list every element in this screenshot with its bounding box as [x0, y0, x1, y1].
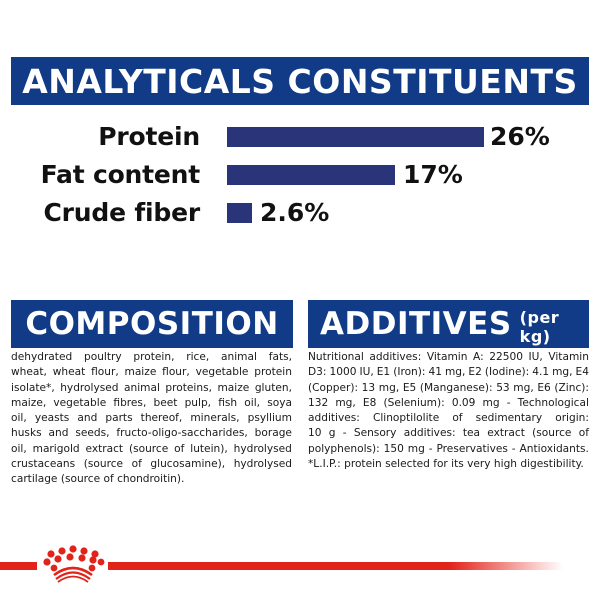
constituent-row-fiber: Crude fiber 2.6% [0, 198, 600, 228]
additives-banner: ADDITIVES (per kg) [308, 300, 589, 348]
composition-text: dehydrated poultry protein, rice, animal fats… [11, 350, 292, 488]
additives-subtitle: (per kg) [519, 308, 560, 346]
additives-line: D3: 1000 IU, E1 (Iron): 41 mg, E2 (Iodine): 4.1 mg… [308, 366, 589, 379]
constituent-bar [227, 165, 395, 185]
composition-line: oil, yeasts and parts thereof, minerals, psyll… [11, 412, 292, 425]
analytical-constituents-banner: ANALYTICALS CONSTITUENTS [11, 57, 589, 105]
constituent-label: Crude fiber [43, 198, 201, 227]
constituent-value: 26% [490, 122, 550, 151]
additives-line: 132 mg, E8 (Selenium): 0.09 mg - Technological [308, 396, 589, 409]
additives-title: ADDITIVES [320, 306, 512, 342]
composition-line: wheat, wheat flour, maize flour, vegetable pro… [11, 366, 292, 379]
composition-line: maize, vegetable fibres, beet pulp, fish oil, s… [11, 396, 292, 409]
constituent-label: Protein [98, 122, 200, 151]
analytical-constituents-title: ANALYTICALS CONSTITUENTS [22, 61, 578, 101]
additives-line: 10 g - Sensory additives: tea extract (source of [308, 427, 589, 440]
footer-red-line-right [108, 562, 563, 570]
composition-title: COMPOSITION [25, 306, 279, 342]
additives-line: *L.I.P.: protein selected for its very h… [308, 458, 584, 471]
composition-line: dehydrated poultry protein, rice, animal fats… [11, 351, 292, 363]
composition-banner: COMPOSITION [11, 300, 293, 348]
additives-line: additives: Clinoptilolite of sedimentary ori… [308, 412, 589, 425]
constituent-value: 2.6% [260, 198, 330, 227]
additives-line: (Copper): 13 mg, E5 (Manganese): 53 mg, E6 (Zinc… [308, 381, 589, 394]
composition-line: husks and seeds, fructo-oligo-saccharides, b… [11, 427, 292, 440]
composition-line: oil, marigold extract (source of lutein), hydr… [11, 442, 292, 455]
footer-red-line-left [0, 562, 37, 570]
constituent-bar [227, 203, 252, 223]
composition-line: crustaceans (source of glucosamine), hydroly… [11, 458, 292, 471]
constituent-value: 17% [403, 160, 463, 189]
royal-canin-crown-icon [43, 545, 105, 583]
composition-line: isolate*, hydrolysed animal proteins, maize g… [11, 381, 292, 394]
constituent-row-protein: Protein 26% [0, 122, 600, 152]
constituent-row-fat: Fat content 17% [0, 160, 600, 190]
additives-line: Nutritional additives: Vitamin A: 22500 IU, Vi… [308, 351, 589, 363]
constituent-bar [227, 127, 484, 147]
composition-line: cartilage (source of chondroitin). [11, 473, 185, 486]
additives-text: Nutritional additives: Vitamin A: 22500 IU, Vi… [308, 350, 589, 472]
constituent-label: Fat content [40, 160, 201, 189]
additives-line: polyphenols): 150 mg - Preservatives - Antioxi… [308, 442, 589, 455]
